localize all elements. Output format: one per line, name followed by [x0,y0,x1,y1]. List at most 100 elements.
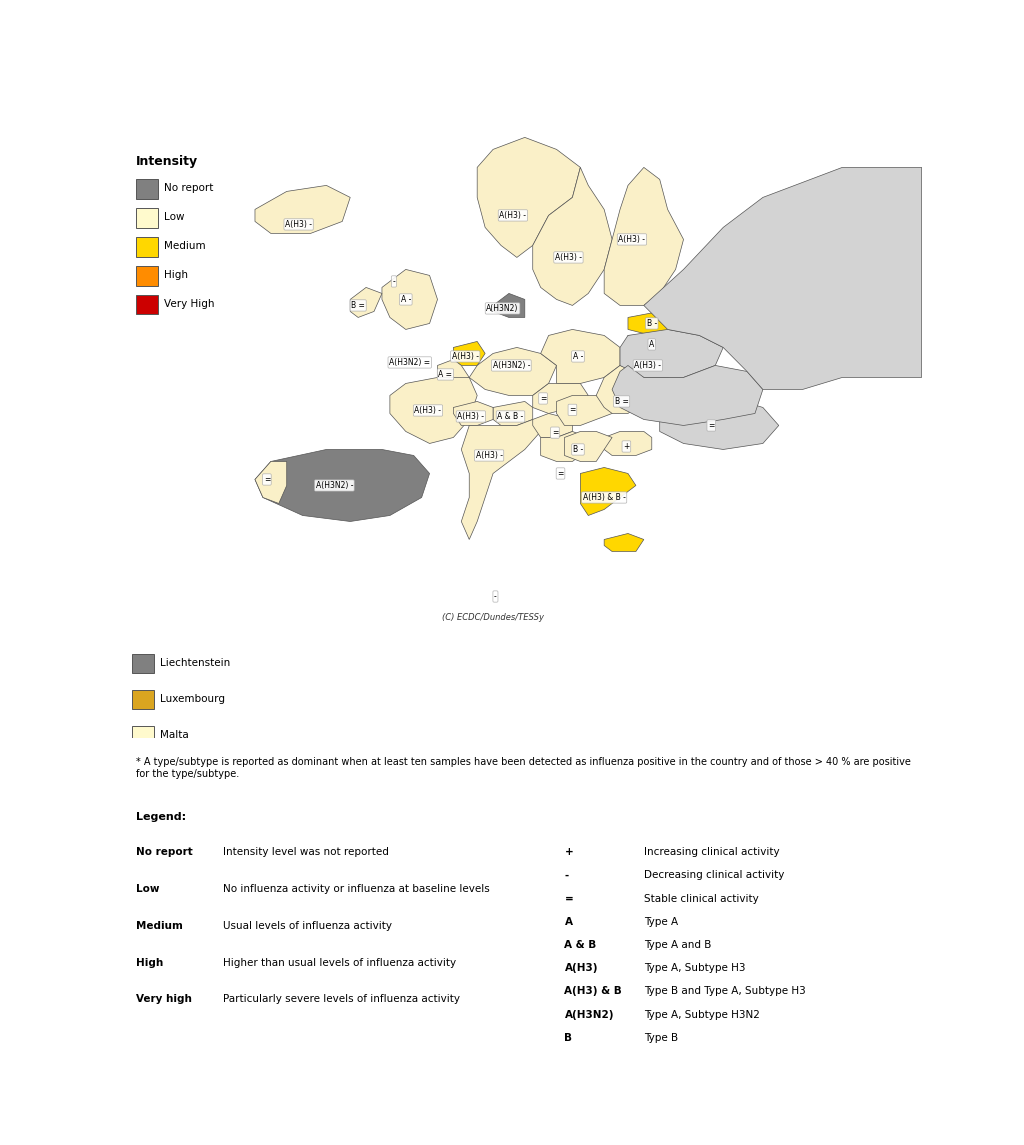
Polygon shape [628,354,684,378]
Text: Stable clinical activity: Stable clinical activity [644,893,759,903]
Polygon shape [454,402,494,426]
Text: A(H3) & B: A(H3) & B [564,986,623,996]
Text: A: A [564,917,572,926]
Text: A(H3N2): A(H3N2) [486,303,519,313]
Text: Liechtenstein: Liechtenstein [160,657,230,668]
Text: High: High [164,270,187,279]
Text: A(H3) -: A(H3) - [458,412,484,421]
Text: A(H3): A(H3) [564,963,598,973]
Text: * A type/subtype is reported as dominant when at least ten samples have been det: * A type/subtype is reported as dominant… [136,757,910,779]
Text: =: = [264,475,270,484]
Text: =: = [540,394,546,403]
Polygon shape [644,167,922,389]
Polygon shape [604,167,684,306]
Polygon shape [494,293,524,317]
Polygon shape [581,467,636,515]
Text: (C) ECDC/Dundes/TESSy: (C) ECDC/Dundes/TESSy [442,613,544,622]
Text: Type B: Type B [644,1033,678,1043]
Polygon shape [532,384,588,413]
Polygon shape [532,167,612,306]
Bar [136,180,158,199]
Polygon shape [612,365,763,426]
Polygon shape [604,432,652,456]
Text: High: High [136,957,163,968]
Text: Increasing clinical activity: Increasing clinical activity [644,847,779,858]
Polygon shape [255,450,430,521]
Bar [136,294,158,315]
Text: A(H3) -: A(H3) - [500,211,526,220]
Bar [132,689,155,709]
Text: Medium: Medium [164,242,206,251]
Text: B =: B = [614,397,629,406]
Text: A -: A - [572,352,583,361]
Text: Type A: Type A [644,917,678,926]
Text: Legend:: Legend: [136,812,186,822]
Text: +: + [564,847,573,858]
Text: -: - [494,592,497,601]
Text: A(H3) -: A(H3) - [634,361,662,370]
Bar [136,208,158,228]
Text: Intensity level was not reported: Intensity level was not reported [223,847,389,858]
Polygon shape [541,432,588,461]
Polygon shape [596,365,652,413]
Text: A(H3) -: A(H3) - [618,235,645,244]
Text: +: + [624,442,630,451]
Text: =: = [709,421,715,431]
Text: A(H3N2) -: A(H3N2) - [315,481,353,490]
Polygon shape [604,534,644,552]
Text: A(H3) -: A(H3) - [555,253,582,262]
Text: Particularly severe levels of influenza activity: Particularly severe levels of influenza … [223,995,460,1004]
Text: A(H3) -: A(H3) - [415,406,441,414]
Text: B -: B - [572,445,583,453]
Text: No report: No report [136,847,193,858]
Text: =: = [552,428,558,437]
Text: Decreasing clinical activity: Decreasing clinical activity [644,870,784,881]
Text: A & B: A & B [564,940,597,950]
Text: No influenza activity or influenza at baseline levels: No influenza activity or influenza at ba… [223,884,489,894]
Text: A(H3) -: A(H3) - [452,352,479,361]
Text: Type B and Type A, Subtype H3: Type B and Type A, Subtype H3 [644,986,806,996]
Polygon shape [532,413,572,437]
Text: A(H3N2) -: A(H3N2) - [493,361,530,370]
Text: Very high: Very high [136,995,191,1004]
Bar [132,654,155,673]
Text: -: - [392,277,395,286]
Text: Type A, Subtype H3: Type A, Subtype H3 [644,963,745,973]
Polygon shape [628,330,684,354]
Polygon shape [628,311,676,335]
Text: Very High: Very High [164,299,214,309]
Polygon shape [437,360,469,384]
Polygon shape [390,378,477,443]
Polygon shape [620,330,723,378]
Text: Type A, Subtype H3N2: Type A, Subtype H3N2 [644,1010,760,1019]
Polygon shape [557,395,612,426]
Polygon shape [564,432,612,461]
Polygon shape [659,395,778,450]
Text: B -: B - [646,319,657,327]
Polygon shape [255,185,350,234]
Text: A(H3N2): A(H3N2) [564,1010,614,1019]
Polygon shape [255,461,287,504]
Polygon shape [350,287,382,317]
Polygon shape [382,269,437,330]
Text: Type A and B: Type A and B [644,940,712,950]
Bar [136,266,158,285]
Text: A(H3) -: A(H3) - [475,451,503,460]
Text: =: = [557,469,563,477]
Polygon shape [477,137,581,258]
Text: Malta: Malta [160,729,188,740]
Polygon shape [461,419,541,539]
Polygon shape [454,341,485,365]
Text: A(H3) -: A(H3) - [285,220,312,229]
Text: Medium: Medium [136,921,183,931]
Text: Intensity: Intensity [136,156,198,168]
Text: Low: Low [136,884,160,894]
Text: Higher than usual levels of influenza activity: Higher than usual levels of influenza ac… [223,957,457,968]
Bar [136,237,158,256]
Polygon shape [494,402,532,426]
Text: B: B [564,1033,572,1043]
Text: =: = [569,405,575,414]
Text: Usual levels of influenza activity: Usual levels of influenza activity [223,921,392,931]
Text: A =: A = [438,370,453,379]
Polygon shape [541,330,620,384]
